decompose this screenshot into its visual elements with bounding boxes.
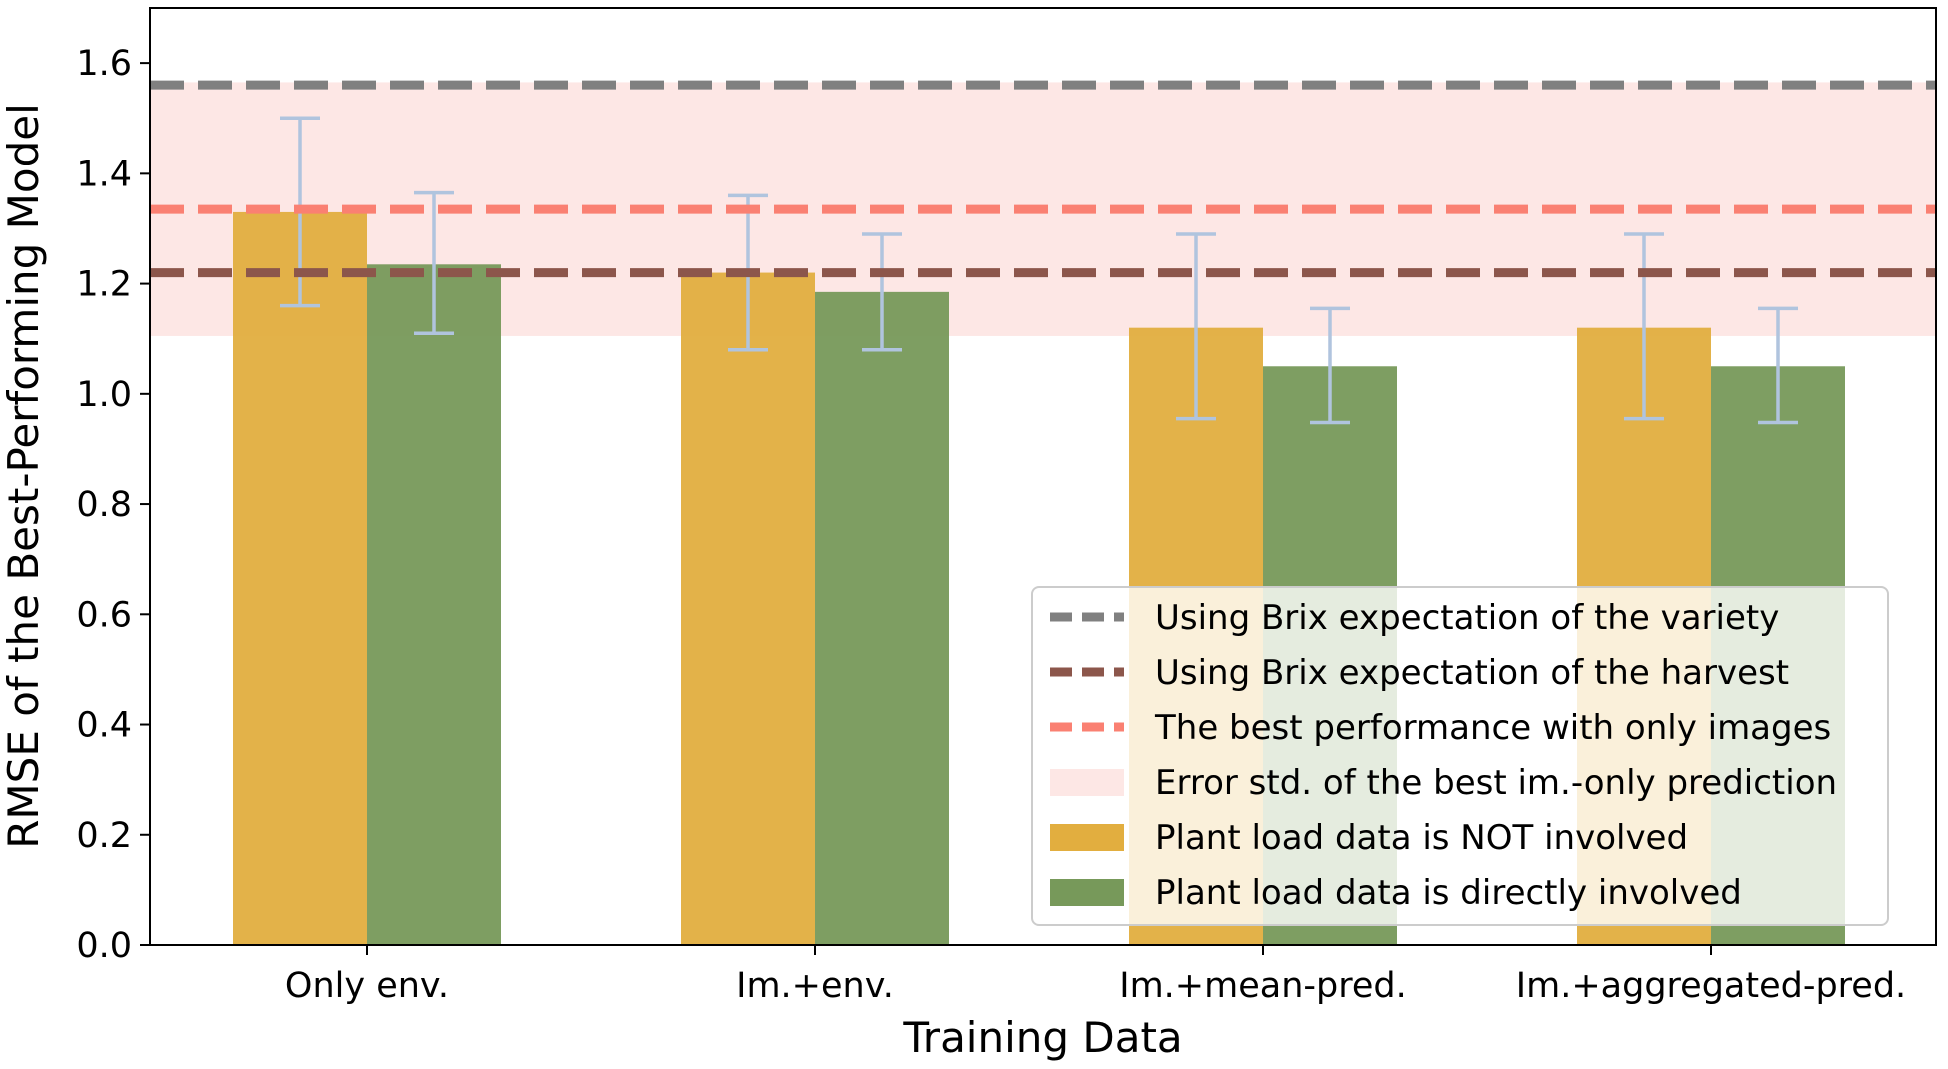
y-tick-label-5: 1.0 — [76, 375, 132, 415]
legend-variety: Using Brix expectation of the variety — [1050, 598, 1779, 638]
y-tick-label-7: 1.4 — [76, 154, 132, 194]
y-tick-label-4: 0.8 — [76, 485, 132, 525]
legend-best-image: The best performance with only images — [1050, 708, 1831, 748]
plot-frame — [149, 7, 1937, 946]
y-tick-label-3: 0.6 — [76, 595, 132, 635]
legend-band: Error std. of the best im.-only predicti… — [1050, 763, 1837, 803]
x-tick-label-1: Im.+env. — [736, 966, 894, 1006]
legend-not-involved: Plant load data is NOT involved — [1050, 818, 1688, 858]
legend-band-swatch — [1050, 769, 1124, 796]
legend-band-label: Error std. of the best im.-only predicti… — [1155, 763, 1837, 803]
y-tick-label-1: 0.2 — [76, 816, 132, 856]
error-bar-involved-2 — [1310, 306, 1350, 425]
bar-involved-1 — [815, 291, 949, 945]
error-bar-not-involved-2 — [1176, 232, 1216, 421]
legend-not-involved-label: Plant load data is NOT involved — [1155, 818, 1688, 858]
error-bar-involved-3 — [1758, 306, 1798, 425]
legend-variety-label: Using Brix expectation of the variety — [1155, 598, 1779, 638]
x-tick-label-2: Im.+mean-pred. — [1119, 966, 1406, 1006]
legend-best-image-label: The best performance with only images — [1154, 708, 1831, 748]
y-axis: 0.0 0.2 0.4 0.6 0.8 1.0 1.2 1.4 1.6 — [76, 44, 150, 966]
x-tick-label-0: Only env. — [285, 966, 449, 1006]
y-tick-label-8: 1.6 — [76, 44, 132, 84]
x-tick-label-3: Im.+aggregated-pred. — [1516, 966, 1906, 1006]
y-tick-label-6: 1.2 — [76, 265, 132, 305]
legend-frame — [1031, 586, 1889, 926]
legend-harvest-label: Using Brix expectation of the harvest — [1155, 653, 1789, 693]
legend-involved-label: Plant load data is directly involved — [1155, 873, 1742, 913]
legend-not-involved-swatch — [1050, 824, 1124, 851]
y-tick-label-0: 0.0 — [76, 926, 132, 966]
y-tick-label-2: 0.4 — [76, 706, 132, 746]
error-bar-involved-0 — [414, 190, 454, 335]
legend-involved-swatch — [1050, 879, 1124, 906]
legend-involved: Plant load data is directly involved — [1050, 873, 1742, 913]
legend: Using Brix expectation of the variety Usi… — [1031, 586, 1889, 926]
y-axis-title: RMSE of the Best-Performing Model — [0, 103, 48, 849]
error-bar-involved-1 — [862, 232, 902, 352]
bar-not-involved-0 — [233, 211, 367, 945]
bar-involved-0 — [367, 264, 501, 945]
bar-not-involved-1 — [681, 272, 815, 945]
x-axis-title: Training Data — [902, 1013, 1182, 1062]
error-bar-not-involved-3 — [1624, 232, 1664, 421]
x-axis: Only env. Im.+env. Im.+mean-pred. Im.+aggre… — [285, 945, 1906, 1006]
legend-harvest: Using Brix expectation of the harvest — [1050, 653, 1789, 693]
